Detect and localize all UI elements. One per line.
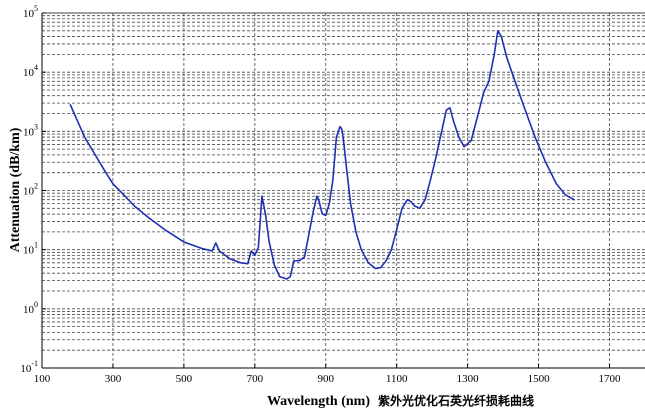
chart-caption: 紫外光优化石英光纤损耗曲线 bbox=[378, 393, 534, 408]
y-tick-label: 105 bbox=[23, 4, 38, 20]
y-tick-label-exponent: -1 bbox=[31, 359, 38, 368]
label-layer: 100 300 500 700 900 1100 1300 1500 170010-110010… bbox=[20, 4, 621, 385]
y-tick-label-base: 10 bbox=[23, 67, 35, 79]
x-tick-label: 1100 bbox=[386, 373, 408, 385]
y-tick-label: 10-1 bbox=[20, 359, 38, 375]
y-tick-label-base: 10 bbox=[23, 8, 35, 20]
y-tick-label: 103 bbox=[23, 122, 38, 138]
x-tick-label: 1700 bbox=[599, 373, 622, 385]
x-tick-label: 700 bbox=[247, 373, 264, 385]
y-tick-label-exponent: 3 bbox=[34, 122, 38, 131]
y-tick-label: 100 bbox=[23, 300, 38, 316]
y-tick-label: 101 bbox=[23, 241, 38, 257]
y-tick-label-base: 10 bbox=[20, 363, 32, 375]
y-tick-label-exponent: 4 bbox=[34, 63, 38, 72]
y-tick-label-base: 10 bbox=[23, 126, 35, 138]
x-axis-title: Wavelength (nm) bbox=[267, 394, 370, 409]
series-line bbox=[69, 30, 575, 280]
x-tick-label: 1500 bbox=[528, 373, 551, 385]
x-tick-label: 900 bbox=[318, 373, 335, 385]
y-axis-title: Attenuation (dB/km) bbox=[8, 127, 23, 252]
y-tick-label-exponent: 0 bbox=[34, 300, 38, 309]
y-tick-label-base: 10 bbox=[23, 304, 35, 316]
y-tick-label-exponent: 5 bbox=[34, 4, 38, 13]
y-tick-label-exponent: 2 bbox=[34, 182, 38, 191]
x-tick-label: 1300 bbox=[457, 373, 480, 385]
axis-layer bbox=[41, 12, 645, 369]
y-tick-label: 102 bbox=[23, 182, 38, 198]
y-tick-label: 104 bbox=[23, 63, 38, 79]
grid-layer bbox=[42, 13, 645, 368]
series-layer bbox=[69, 30, 575, 280]
x-tick-label: 300 bbox=[105, 373, 122, 385]
x-tick-label: 100 bbox=[34, 373, 51, 385]
y-tick-label-exponent: 1 bbox=[34, 241, 38, 250]
y-tick-label-base: 10 bbox=[23, 245, 35, 257]
x-tick-label: 500 bbox=[176, 373, 193, 385]
y-tick-label-base: 10 bbox=[23, 186, 35, 198]
